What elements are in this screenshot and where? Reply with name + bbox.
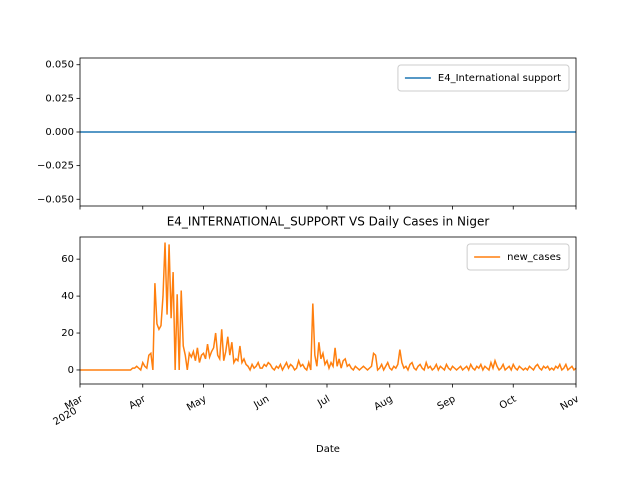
y-tick-label: 60 xyxy=(61,254,74,265)
y-tick-label: 40 xyxy=(61,291,74,302)
y-tick-label: 0 xyxy=(68,365,74,376)
x-tick-label: Apr xyxy=(127,393,148,412)
legend-box xyxy=(397,64,570,92)
x-tick-label: May xyxy=(185,394,208,414)
x-tick-sublabel: 2020 xyxy=(51,406,79,428)
x-tick-label: Sep xyxy=(436,394,458,413)
x-tick-label: Oct xyxy=(498,394,519,412)
y-tick-label: −0.025 xyxy=(37,161,74,172)
y-tick-label: 0.000 xyxy=(45,127,74,138)
y-tick-label: −0.050 xyxy=(37,194,74,205)
y-tick-label: 0.025 xyxy=(45,93,74,104)
x-axis-label: Date xyxy=(316,444,340,455)
x-tick-label: Aug xyxy=(372,394,394,413)
y-tick-label: 0.050 xyxy=(45,60,74,71)
axes-frame xyxy=(79,236,577,385)
x-tick-label: Nov xyxy=(559,394,581,413)
chart-title: E4_INTERNATIONAL_SUPPORT VS Daily Cases … xyxy=(167,215,490,229)
legend-label: E4_International support xyxy=(438,73,561,84)
y-tick-label: 20 xyxy=(61,328,74,339)
legend-label: new_cases xyxy=(507,252,561,263)
x-tick-label: Jul xyxy=(315,394,332,410)
legend: E4_International support xyxy=(397,64,570,92)
x-tick-label: Jun xyxy=(251,394,271,412)
data-line xyxy=(80,242,577,372)
legend: new_cases xyxy=(466,243,570,271)
legend-box xyxy=(466,243,570,271)
